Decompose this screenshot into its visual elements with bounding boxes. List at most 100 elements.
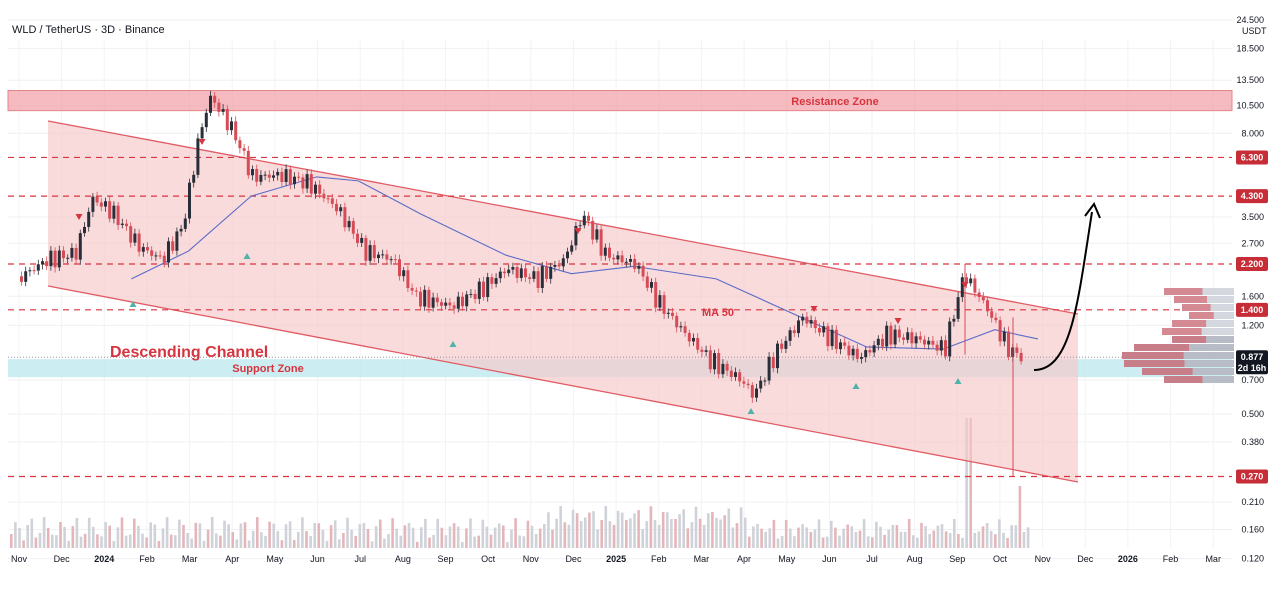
volume-bar xyxy=(1018,486,1022,548)
volume-bar xyxy=(616,510,620,548)
candle-body xyxy=(242,148,246,151)
x-tick-label: Jul xyxy=(866,554,878,564)
volume-bar xyxy=(756,524,759,548)
volume-bar xyxy=(469,518,472,548)
candle-body xyxy=(918,336,922,340)
volume-bar xyxy=(711,512,714,548)
x-tick-label: Sep xyxy=(949,554,965,564)
x-tick-label: Nov xyxy=(11,554,28,564)
y-tick-label: 1.200 xyxy=(1241,320,1264,330)
x-tick-label: Feb xyxy=(1163,554,1179,564)
volume-bar xyxy=(415,541,419,548)
volume-bar xyxy=(391,518,394,548)
candle-body xyxy=(759,380,763,389)
x-tick-label: Dec xyxy=(1077,554,1094,564)
volume-bar xyxy=(79,536,83,548)
candle-body xyxy=(545,266,548,279)
volume-bar xyxy=(227,524,230,548)
volume-bar xyxy=(579,521,583,548)
volume-bar xyxy=(817,519,821,548)
volume-bar xyxy=(875,521,878,548)
candle-body xyxy=(335,203,338,212)
candle-body xyxy=(154,255,158,257)
candle-body xyxy=(750,385,754,398)
chart-symbol-title: WLD / TetherUS · 3D · Binance xyxy=(12,24,165,36)
candle-body xyxy=(28,270,32,272)
y-tick-label: 24.500 xyxy=(1236,15,1264,25)
volume-bar xyxy=(223,520,226,548)
volume-bar xyxy=(821,537,825,548)
candle-body xyxy=(818,328,821,333)
volume-bar xyxy=(555,518,558,548)
x-tick-label: Apr xyxy=(737,554,751,564)
candle-body xyxy=(931,340,935,345)
volume-bar xyxy=(506,541,509,548)
candle-body xyxy=(553,264,557,267)
y-tick-label: 0.500 xyxy=(1241,409,1264,419)
volume-profile-sell xyxy=(1172,336,1207,343)
candle-body xyxy=(465,294,469,307)
y-tick-label: 8.000 xyxy=(1241,128,1264,138)
candle-body xyxy=(914,336,918,344)
candle-body xyxy=(813,320,817,329)
candle-body xyxy=(141,247,145,252)
candle-body xyxy=(368,245,372,261)
volume-bar xyxy=(657,524,661,548)
volume-bar xyxy=(428,537,431,548)
price-level-tag-text: 0.270 xyxy=(1241,472,1264,482)
candle-body xyxy=(192,174,196,183)
volume-bar xyxy=(764,531,767,548)
volume-bar xyxy=(600,519,603,548)
volume-bar xyxy=(887,529,890,548)
candle-body xyxy=(826,326,830,347)
volume-bar xyxy=(485,526,489,548)
price-level-tag xyxy=(1236,189,1268,204)
volume-bar xyxy=(567,524,571,548)
candle-body xyxy=(318,184,322,194)
volume-bar xyxy=(407,523,411,548)
volume-bar xyxy=(629,518,632,548)
resistance-zone xyxy=(7,90,1233,112)
candle-body xyxy=(860,357,863,359)
volume-bar xyxy=(432,534,435,548)
price-axis: 0.120 0.160 0.210 0.380 0.500 0.700 1.200 1.600… xyxy=(1236,15,1264,564)
volume-bar xyxy=(998,519,1001,548)
volume-bar xyxy=(202,540,206,548)
candle-body xyxy=(32,270,36,272)
x-tick-label: May xyxy=(778,554,796,564)
candle-body xyxy=(960,277,964,298)
candle-body xyxy=(452,305,456,309)
candle-body xyxy=(557,264,561,267)
candle-body xyxy=(788,330,792,341)
volume-bar xyxy=(305,531,308,548)
volume-bar xyxy=(145,537,148,548)
volume-bar xyxy=(14,522,17,548)
volume-bar xyxy=(674,518,677,548)
candle-body xyxy=(351,221,355,234)
volume-profile-sell xyxy=(1124,360,1185,367)
candle-body xyxy=(969,278,973,284)
pivot-low-marker xyxy=(243,253,251,259)
volume-bar xyxy=(661,512,665,548)
candle-body xyxy=(952,318,956,322)
volume-bar xyxy=(342,533,345,548)
volume-bar xyxy=(329,525,333,548)
pivot-high-marker xyxy=(198,139,206,145)
candle-body xyxy=(587,215,590,221)
volume-bar xyxy=(797,527,800,548)
candle-body xyxy=(53,250,57,268)
candle-body xyxy=(78,233,82,260)
candle-body xyxy=(158,255,162,257)
candle-body xyxy=(671,312,674,316)
volume-bar xyxy=(543,523,546,548)
volume-bar xyxy=(694,506,698,548)
candle-body xyxy=(755,388,758,398)
pivot-high-marker xyxy=(894,318,902,324)
volume-bar xyxy=(871,537,874,548)
candle-body xyxy=(171,241,175,251)
volume-bar xyxy=(846,524,849,548)
candle-body xyxy=(503,271,506,274)
volume-bar xyxy=(149,522,152,548)
pivot-low-marker xyxy=(129,301,137,307)
